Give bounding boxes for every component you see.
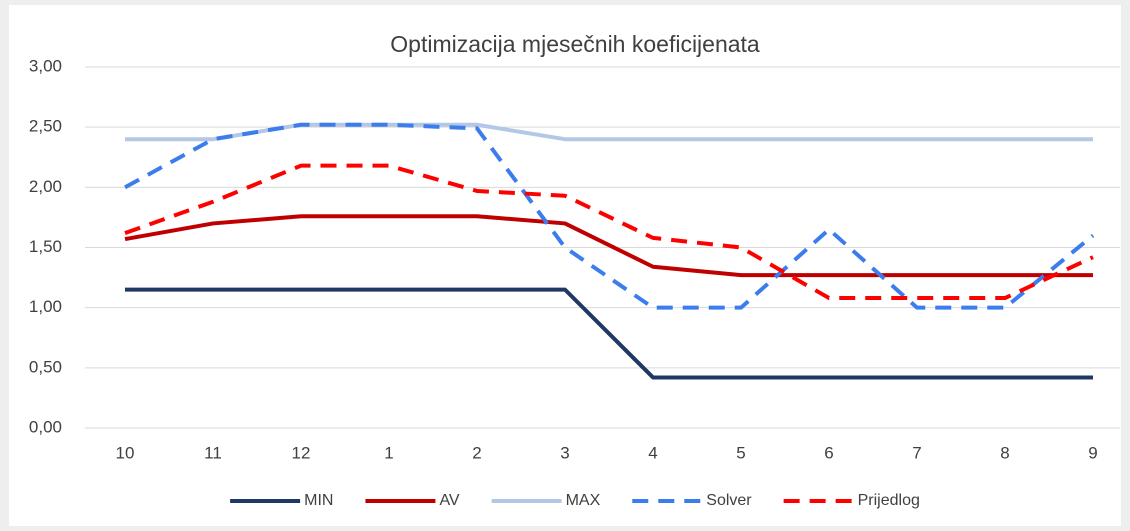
- x-tick-label: 2: [472, 443, 481, 462]
- x-tick-label: 4: [648, 443, 657, 462]
- x-tick-label: 6: [824, 443, 833, 462]
- x-tick-label: 5: [736, 443, 745, 462]
- series-line: [125, 287, 1093, 380]
- x-tick-label: 7: [912, 443, 921, 462]
- legend-label: MAX: [566, 492, 601, 509]
- y-tick-label: 1,50: [29, 237, 62, 256]
- legend-label: MIN: [304, 492, 333, 509]
- x-tick-label: 8: [1000, 443, 1009, 462]
- x-tick-label: 10: [116, 443, 135, 462]
- x-tick-label: 9: [1088, 443, 1097, 462]
- legend-label: AV: [439, 492, 459, 509]
- series-line: [125, 122, 1093, 142]
- series-line: [124, 163, 1094, 301]
- y-tick-label: 2,50: [29, 117, 62, 136]
- chart-area: [9, 5, 1121, 526]
- legend-label: Solver: [706, 492, 752, 509]
- x-tick-label: 11: [204, 443, 222, 462]
- x-tick-label: 12: [292, 443, 311, 462]
- y-tick-label: 0,50: [29, 357, 62, 376]
- chart-title: Optimizacija mjesečnih koeficijenata: [390, 31, 760, 57]
- y-tick-label: 3,00: [29, 56, 62, 75]
- y-tick-label: 2,00: [29, 177, 62, 196]
- x-tick-label: 3: [560, 443, 569, 462]
- x-tick-label: 1: [384, 443, 393, 462]
- y-tick-label: 0,00: [29, 417, 62, 436]
- series-line: [124, 214, 1093, 278]
- y-tick-label: 1,00: [29, 297, 62, 316]
- legend-label: Prijedlog: [858, 492, 920, 509]
